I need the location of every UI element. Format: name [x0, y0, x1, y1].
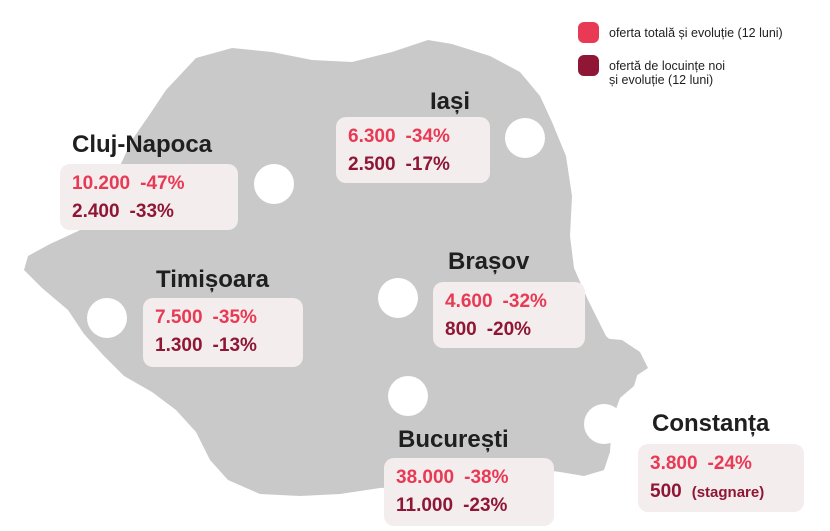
new-offer-value: 11.000: [396, 495, 454, 516]
danube-delta-coast: [600, 338, 648, 376]
total-offer-line: 6.300 -34%: [348, 123, 478, 151]
total-offer-line: 10.200 -47%: [72, 170, 226, 198]
total-offer-change: -35%: [212, 307, 257, 328]
total-offer-line: 4.600 -32%: [445, 288, 573, 316]
city-marker-cluj: [254, 164, 294, 204]
new-offer-value: 2.400: [72, 201, 120, 222]
total-offer-change: -24%: [707, 453, 752, 474]
city-card-iasi: 6.300 -34% 2.500 -17%: [336, 117, 490, 183]
total-offer-change: -34%: [405, 126, 450, 147]
legend-item-total-offer: oferta totală și evoluție (12 luni): [578, 22, 818, 43]
city-name-brasov: Brașov: [448, 248, 530, 275]
city-name-bucuresti: București: [398, 426, 509, 453]
city-name-cluj: Cluj-Napoca: [72, 131, 213, 158]
total-offer-change: -32%: [502, 291, 547, 312]
romania-territory: [24, 40, 640, 496]
total-offer-value: 7.500: [155, 307, 203, 328]
new-offer-line: 2.500 -17%: [348, 151, 478, 179]
city-name-iasi: Iași: [430, 88, 471, 115]
total-offer-value: 3.800: [650, 453, 698, 474]
city-name-constanta: Constanța: [652, 410, 770, 437]
new-offer-change: -20%: [486, 319, 532, 340]
city-marker-brasov: [378, 278, 418, 318]
new-offer-line: 1.300 -13%: [155, 332, 291, 360]
total-offer-value: 4.600: [445, 291, 493, 312]
new-offer-line: 11.000 -23%: [396, 492, 542, 520]
total-offer-change: -38%: [464, 467, 509, 488]
legend-swatch-total: [578, 22, 599, 43]
city-marker-constanta: [584, 404, 624, 444]
new-offer-change: (stagnare): [691, 484, 765, 501]
total-offer-line: 3.800 -24%: [650, 450, 792, 478]
new-offer-line: 500 (stagnare): [650, 478, 792, 507]
new-offer-value: 1.300: [155, 335, 203, 356]
total-offer-line: 7.500 -35%: [155, 304, 291, 332]
new-offer-change: -33%: [129, 201, 174, 222]
new-offer-change: -23%: [463, 495, 508, 516]
city-card-constanta: 3.800 -24% 500 (stagnare): [638, 444, 804, 512]
legend-item-new-offer: ofertă de locuințe noi și evoluție (12 l…: [578, 55, 818, 87]
city-marker-bucuresti: [388, 376, 428, 416]
new-offer-change: -13%: [212, 335, 257, 356]
city-name-timisoara: Timișoara: [156, 266, 269, 293]
new-offer-line: 800 -20%: [445, 316, 573, 344]
new-offer-line: 2.400 -33%: [72, 198, 226, 226]
city-card-brasov: 4.600 -32% 800 -20%: [433, 282, 585, 348]
new-offer-value: 800: [445, 319, 477, 340]
total-offer-line: 38.000 -38%: [396, 464, 542, 492]
city-card-cluj: 10.200 -47% 2.400 -33%: [60, 164, 238, 230]
new-offer-value: 2.500: [348, 154, 396, 175]
city-marker-timisoara: [87, 298, 127, 338]
total-offer-change: -47%: [140, 173, 185, 194]
city-marker-iasi: [505, 118, 545, 158]
legend-label-total: oferta totală și evoluție (12 luni): [609, 26, 783, 40]
total-offer-value: 10.200: [72, 173, 131, 194]
total-offer-value: 6.300: [348, 126, 396, 147]
legend: oferta totală și evoluție (12 luni) ofer…: [578, 22, 818, 99]
city-card-bucuresti: 38.000 -38% 11.000 -23%: [384, 458, 554, 526]
legend-label-new: ofertă de locuințe noi și evoluție (12 l…: [609, 59, 726, 87]
total-offer-value: 38.000: [396, 467, 455, 488]
legend-swatch-new: [578, 55, 599, 76]
new-offer-value: 500: [650, 481, 682, 502]
city-card-timisoara: 7.500 -35% 1.300 -13%: [143, 298, 303, 367]
new-offer-change: -17%: [405, 154, 450, 175]
